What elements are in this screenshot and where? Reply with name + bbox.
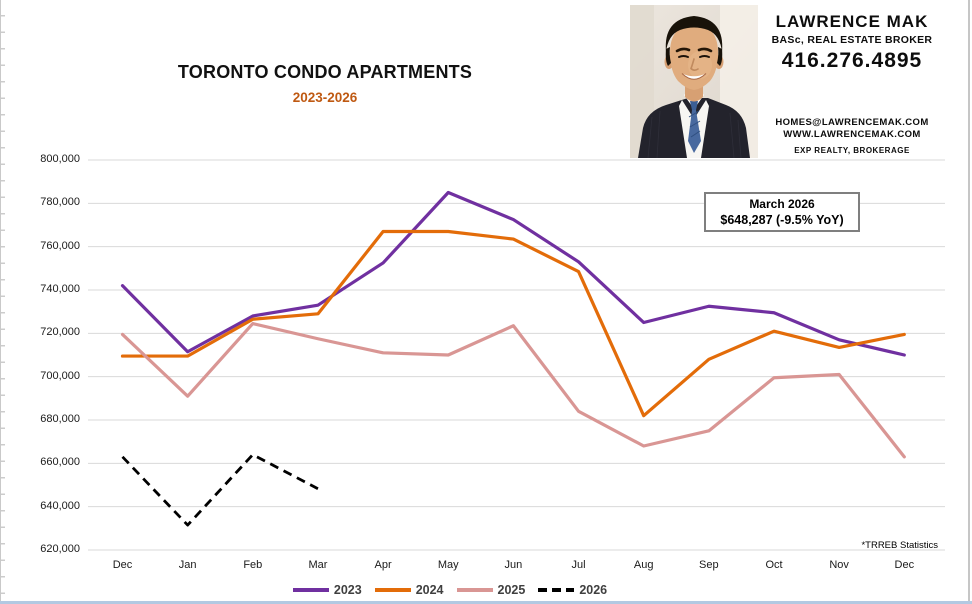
legend-item-2024: 2024 [374, 583, 444, 597]
broker-credentials: BASc, REAL ESTATE BROKER [771, 34, 933, 46]
y-axis-tick-label: 660,000 [40, 456, 80, 469]
y-axis: 800,000 780,000 760,000 740,000 720,000 700,0… [0, 0, 80, 604]
legend-item-2025: 2025 [456, 583, 526, 597]
x-axis-tick-label: Jan [178, 559, 197, 571]
legend-line-swatch [538, 588, 575, 592]
y-axis-tick-label: 620,000 [40, 543, 80, 555]
x-axis-tick-label: Sep [699, 559, 719, 571]
annotation-price: $648,287 (-9.5% YoY) [720, 212, 844, 227]
broker-email: HOMES@LAWRENCEMAK.COM [775, 117, 929, 128]
chart-title: TORONTO CONDO APARTMENTS [177, 62, 473, 82]
broker-phone: 416.276.4895 [781, 49, 923, 72]
chart-subtitle: 2023-2026 [292, 90, 358, 105]
window-right-border [968, 0, 970, 604]
source-footnote: *TRREB Statistics [861, 540, 938, 551]
broker-info: LAWRENCE MAK BASc, REAL ESTATE BROKER 41… [760, 12, 944, 155]
y-axis-tick-label: 680,000 [40, 413, 80, 425]
headshot-illustration [630, 5, 758, 158]
y-axis-tick-label: 780,000 [40, 196, 80, 209]
chart-header: TORONTO CONDO APARTMENTS 2023-2026 [95, 62, 555, 105]
legend-label: 2024 [415, 583, 444, 597]
x-axis-tick-label: Dec [894, 559, 915, 571]
broker-headshot [630, 5, 758, 158]
broker-contact: HOMES@LAWRENCEMAK.COM WWW.LAWRENCEMAK.CO… [760, 117, 944, 155]
broker-name: LAWRENCE MAK [775, 12, 929, 31]
legend-line-swatch [456, 588, 493, 592]
x-axis-tick-label: May [437, 559, 459, 571]
x-axis-tick-label: Mar [308, 559, 328, 571]
broker-brokerage: EXP REALTY, BROKERAGE [794, 146, 910, 155]
y-axis-tick-label: 700,000 [40, 369, 80, 382]
legend-item-2026: 2026 [538, 583, 607, 597]
window-left-border [0, 0, 5, 604]
x-axis-tick-label: Jul [571, 559, 586, 571]
x-axis-tick-label: Nov [829, 559, 849, 571]
x-axis-tick-label: Apr [374, 559, 392, 571]
x-axis-tick-label: Jun [504, 559, 523, 571]
window-bottom-bar [0, 601, 972, 604]
legend-label: 2026 [579, 583, 608, 597]
chart-legend: 2023 2024 2025 2026 [0, 583, 900, 597]
x-axis-tick-label: Aug [633, 559, 654, 571]
series-line-2023 [120, 190, 906, 357]
x-axis-tick-label: Dec [112, 559, 133, 571]
x-axis: Dec Jan Feb Mar Apr May Jun Jul Aug Sep Oct Nov Dec [0, 559, 972, 575]
annotation-month: March 2026 [749, 196, 815, 211]
y-axis-tick-label: 760,000 [40, 239, 80, 252]
y-axis-tick-label: 720,000 [40, 326, 80, 339]
series-line-2026 [121, 453, 319, 527]
y-axis-tick-label: 740,000 [40, 283, 80, 295]
legend-item-2023: 2023 [292, 583, 362, 597]
legend-label: 2025 [497, 583, 526, 597]
y-axis-tick-label: 800,000 [40, 153, 80, 165]
x-axis-tick-label: Oct [765, 559, 783, 571]
legend-line-swatch [374, 588, 411, 592]
y-axis-tick-label: 640,000 [40, 499, 80, 512]
series-line-2025 [120, 321, 906, 459]
broker-website: WWW.LAWRENCEMAK.COM [783, 129, 921, 140]
legend-label: 2023 [333, 583, 362, 597]
x-axis-tick-label: Feb [243, 559, 263, 571]
annotation-callout: March 2026 $648,287 (-9.5% YoY) [704, 192, 860, 232]
series-line-2024 [120, 229, 906, 418]
legend-line-swatch [292, 588, 329, 592]
